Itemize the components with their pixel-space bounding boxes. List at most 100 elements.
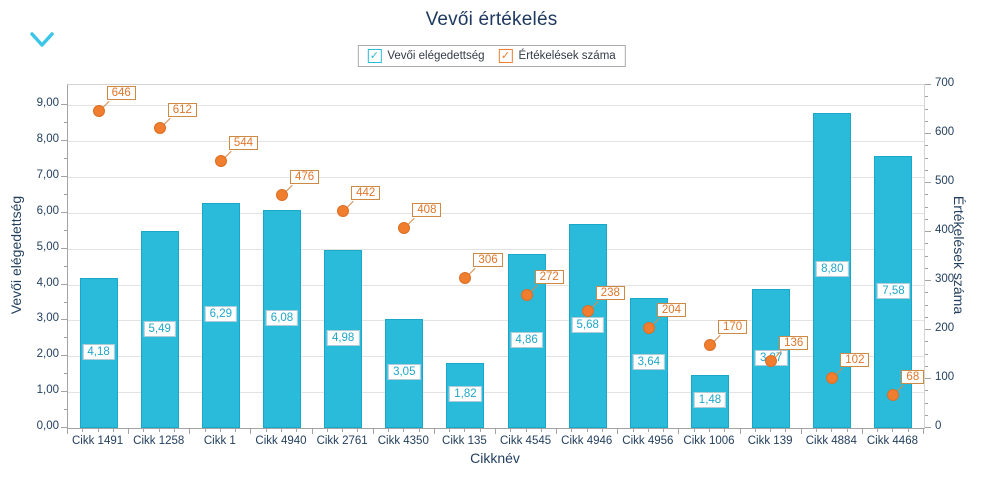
right-axis-tick-label: 400 <box>935 224 955 236</box>
gridline <box>68 177 924 179</box>
right-axis-minor-tick <box>925 267 928 269</box>
x-axis-tick <box>510 429 512 432</box>
x-axis-tick <box>831 429 833 432</box>
bar-value-label: 7,58 <box>877 283 910 300</box>
legend-item-rating-count[interactable]: ✓ Értékelések száma <box>498 49 616 63</box>
bar-value-label: 8,80 <box>816 261 849 278</box>
bar-value-label: 1,82 <box>449 386 482 403</box>
x-axis-tick <box>816 429 817 432</box>
point-value-label: 102 <box>840 353 870 368</box>
right-axis-minor-tick <box>925 353 928 355</box>
category-label: Cikk 139 <box>747 435 793 447</box>
x-axis-tick <box>250 429 252 434</box>
bar-value-label: 5,49 <box>143 320 176 337</box>
left-axis-minor-tick <box>64 409 67 411</box>
point[interactable] <box>520 288 533 301</box>
x-axis-tick <box>571 429 573 432</box>
x-axis-tick <box>67 429 68 434</box>
checkbox-checked-icon[interactable]: ✓ <box>367 49 382 63</box>
gridline <box>68 284 924 286</box>
gridline <box>68 392 924 394</box>
x-axis-tick <box>479 429 481 432</box>
bar-value-label: 1,48 <box>693 392 727 409</box>
right-axis-tick-label: 700 <box>935 77 955 89</box>
left-axis-tick-label: 4,00 <box>36 276 59 289</box>
point[interactable] <box>765 355 778 368</box>
point[interactable] <box>642 322 655 335</box>
right-axis-minor-tick <box>925 206 928 208</box>
x-axis-tick <box>800 429 802 434</box>
category-label: Cikk 1 <box>203 435 236 447</box>
category-label: Cikk 4940 <box>255 435 307 447</box>
x-axis-tick <box>693 429 695 432</box>
point[interactable] <box>276 188 288 201</box>
point[interactable] <box>459 272 472 285</box>
point[interactable] <box>337 205 350 218</box>
x-axis-tick <box>785 429 787 432</box>
left-axis-tick-label: 6,00 <box>36 204 59 217</box>
x-axis-tick <box>311 429 313 434</box>
x-axis-tick <box>296 429 298 432</box>
gridline <box>68 356 924 358</box>
x-axis-tick <box>204 429 206 432</box>
point[interactable] <box>826 372 839 385</box>
x-axis-tick <box>388 429 389 432</box>
x-axis-tick <box>846 429 848 432</box>
x-axis-tick <box>189 429 191 434</box>
x-axis-tick <box>128 429 130 434</box>
left-axis-tick <box>61 140 67 142</box>
legend-label: Vevői elégedettség <box>387 50 485 62</box>
point-value-label: 204 <box>656 303 687 318</box>
left-axis-tick <box>61 319 67 321</box>
category-label: Cikk 2761 <box>316 435 368 447</box>
point-value-label: 612 <box>167 103 197 118</box>
left-axis-tick-label: 8,00 <box>36 133 59 146</box>
point[interactable] <box>153 122 166 135</box>
left-axis-tick <box>61 247 67 249</box>
left-axis-tick <box>61 104 67 106</box>
x-axis-tick <box>342 429 344 432</box>
point[interactable] <box>92 105 105 118</box>
right-axis-minor-tick <box>925 390 928 392</box>
checkbox-checked-icon[interactable]: ✓ <box>498 49 513 63</box>
chevron-down-icon[interactable] <box>28 30 56 52</box>
x-axis-tick <box>265 429 267 432</box>
point-value-label: 442 <box>351 186 381 201</box>
point[interactable] <box>398 222 411 235</box>
right-axis-minor-tick <box>925 402 928 404</box>
point[interactable] <box>704 338 716 351</box>
x-axis-tick <box>770 429 772 432</box>
left-axis-title: Vevői elégedettség <box>8 195 24 315</box>
left-axis-minor-tick <box>64 373 67 375</box>
gridline <box>68 320 924 322</box>
point[interactable] <box>214 155 227 168</box>
category-label: Cikk 4956 <box>622 435 674 447</box>
x-axis-tick <box>754 429 756 432</box>
category-label: Cikk 4884 <box>805 435 857 447</box>
right-axis-title: Értékelések száma <box>951 195 967 315</box>
legend-item-satisfaction[interactable]: ✓ Vevői elégedettség <box>367 49 485 63</box>
gridline <box>68 212 924 214</box>
right-axis-minor-tick <box>925 120 928 122</box>
left-axis-tick-label: 9,00 <box>36 97 59 110</box>
right-axis-minor-tick <box>925 292 928 294</box>
x-axis-tick <box>586 429 588 432</box>
category-label: Cikk 135 <box>442 435 487 447</box>
point[interactable] <box>887 388 900 401</box>
right-axis-minor-tick <box>925 108 928 110</box>
left-axis-tick-label: 7,00 <box>36 169 59 182</box>
x-axis-tick <box>357 429 359 432</box>
left-axis-tick <box>61 176 67 178</box>
plot-area: 4,18 646 5,49 612 6,29 544 6,08 476 4,98 442 3,05 4… <box>67 84 925 429</box>
point[interactable] <box>581 305 594 318</box>
right-axis-tick-label: 100 <box>935 371 955 383</box>
x-axis-tick <box>678 429 680 434</box>
x-axis-tick <box>372 429 374 434</box>
x-axis-tick <box>158 429 160 432</box>
x-axis-tick <box>647 429 649 432</box>
bar-value-label: 5,68 <box>571 317 604 334</box>
left-axis-tick <box>61 427 67 428</box>
x-axis-tick <box>739 429 741 434</box>
category-label: Cikk 1258 <box>133 435 185 447</box>
point-value-label: 476 <box>290 169 320 184</box>
